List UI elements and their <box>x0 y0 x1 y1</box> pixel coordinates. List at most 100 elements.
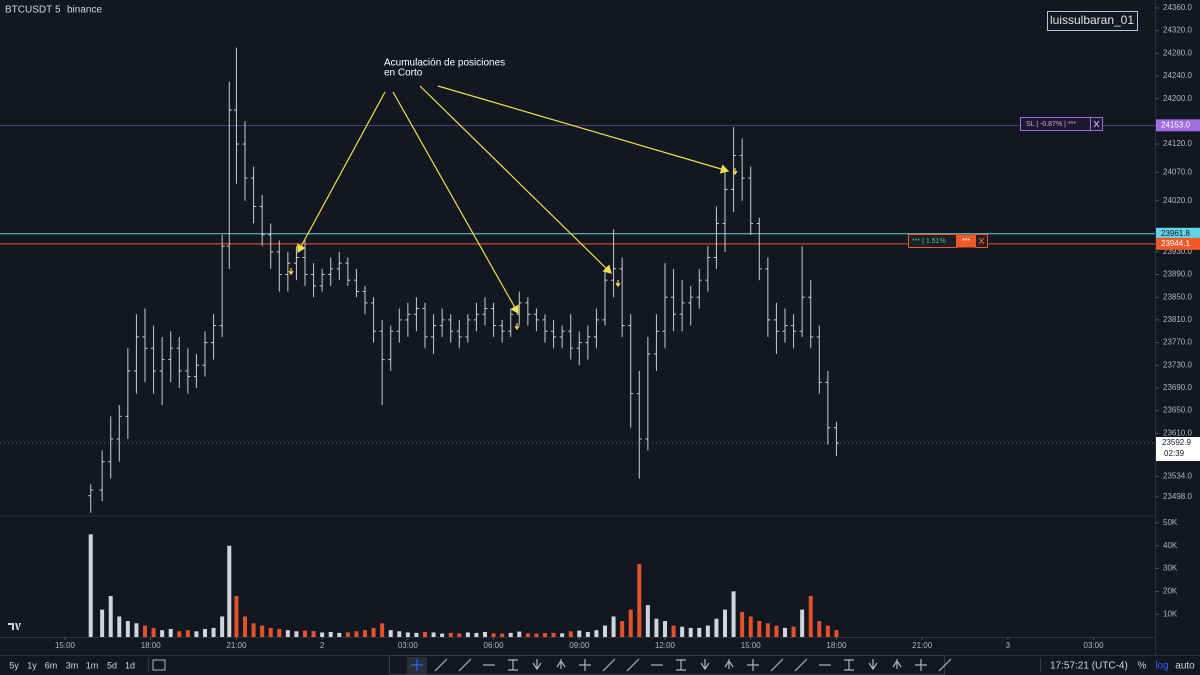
volume-bar <box>143 625 147 637</box>
tp-qty-box[interactable] <box>956 234 976 248</box>
volume-bar <box>783 627 787 637</box>
price-line-label-box <box>1156 237 1200 250</box>
volume-bar <box>303 630 307 637</box>
drawing-tool[interactable] <box>458 658 472 672</box>
tool-icon <box>892 659 902 669</box>
volume-bar <box>151 627 156 637</box>
y-tick-label: 23498.0 <box>1163 492 1192 501</box>
volume-bar <box>354 631 359 637</box>
volume-bar <box>388 630 393 637</box>
scale-button[interactable]: auto <box>1175 661 1195 672</box>
volume-bar <box>525 633 530 637</box>
sl-order[interactable]: SL | -0.87% | *** <box>1020 117 1103 131</box>
tool-icon <box>868 659 878 671</box>
drawing-tool[interactable] <box>508 659 518 671</box>
tool-icon <box>676 659 686 671</box>
drawing-tool[interactable] <box>794 658 808 672</box>
drawing-tool[interactable] <box>938 658 952 672</box>
drawing-tool[interactable] <box>724 659 734 669</box>
drawing-tool[interactable] <box>602 658 616 672</box>
y-tick-label: 23850.0 <box>1163 292 1192 301</box>
volume-bar <box>194 631 199 637</box>
volume-bar <box>568 631 573 637</box>
range-button[interactable]: 6m <box>45 660 58 670</box>
x-tick-label: 03:00 <box>398 641 419 650</box>
volume-bar <box>637 563 642 637</box>
volume-bar <box>834 630 839 637</box>
volume-bar <box>294 631 299 637</box>
y-tick-label: 23930.0 <box>1163 247 1192 256</box>
volume-bar <box>808 595 813 637</box>
range-button[interactable]: 5d <box>107 660 117 670</box>
x-tick-label: 21:00 <box>226 641 247 650</box>
watermark-box <box>1047 11 1138 31</box>
volume-bar <box>611 616 616 637</box>
volume-bar <box>397 631 402 637</box>
drawing-tool[interactable] <box>868 659 878 671</box>
volume-bar <box>825 625 830 637</box>
volume-bar <box>457 633 462 637</box>
volume-bar <box>227 545 232 637</box>
tp-order[interactable]: *** | 1.51% *** <box>908 234 988 248</box>
drawing-tool[interactable] <box>411 659 423 671</box>
volume-bar <box>125 621 130 637</box>
volume-bar <box>500 633 505 637</box>
tool-icon <box>794 658 808 672</box>
volume-bar <box>211 627 216 637</box>
y-tick-label: 24120.0 <box>1163 139 1192 148</box>
volume-bar <box>663 621 667 637</box>
volume-bar <box>380 623 385 637</box>
x-tick-label: 15:00 <box>55 641 76 650</box>
volume-bar <box>243 616 247 637</box>
price-line-label-box <box>1156 227 1200 240</box>
volume-bar <box>328 631 333 637</box>
y-tick-label: 23810.0 <box>1163 315 1192 324</box>
scale-button[interactable]: % <box>1138 661 1147 672</box>
volume-bar <box>448 632 453 637</box>
y-tick-label: 23770.0 <box>1163 338 1192 347</box>
drawing-tool[interactable] <box>892 659 902 669</box>
tool-icon <box>915 659 927 671</box>
x-tick-label: 06:00 <box>484 641 505 650</box>
volume-bar <box>800 609 805 637</box>
drawing-tool[interactable] <box>676 659 686 671</box>
volume-tick-label: 40K <box>1163 541 1178 550</box>
last-price-box <box>1156 437 1200 462</box>
volume-bar <box>654 618 659 637</box>
volume-tick-label: 10K <box>1163 609 1178 618</box>
volume-bar <box>714 618 719 637</box>
range-button[interactable]: 1d <box>125 660 135 670</box>
range-button[interactable]: 3m <box>66 660 79 670</box>
y-tick-label: 24320.0 <box>1163 26 1192 35</box>
tool-icon <box>844 659 854 671</box>
drawing-tool[interactable] <box>556 659 566 669</box>
drawing-tool[interactable] <box>770 658 784 672</box>
drawing-tool[interactable] <box>434 658 448 672</box>
x-tick-label: 12:00 <box>655 641 676 650</box>
range-button[interactable]: 1m <box>86 660 99 670</box>
volume-bar <box>363 630 367 637</box>
drawing-tool[interactable] <box>700 659 710 671</box>
drawing-tool[interactable] <box>915 659 927 671</box>
countdown-label: 02:39 <box>1164 449 1185 458</box>
scale-button[interactable]: log <box>1155 661 1168 672</box>
volume-bar <box>100 609 105 637</box>
x-tick-label: 09:00 <box>569 641 590 650</box>
range-button[interactable]: 1y <box>27 660 37 670</box>
drawing-tool[interactable] <box>747 659 759 671</box>
drawing-tool[interactable] <box>844 659 854 671</box>
drawing-tool[interactable] <box>579 659 591 671</box>
last-price-label: 23592.9 <box>1162 438 1191 447</box>
x-tick-label: 18:00 <box>141 641 162 650</box>
tool-icon <box>724 659 734 669</box>
drawing-tool[interactable] <box>626 658 640 672</box>
compare-button[interactable] <box>152 659 166 671</box>
volume-bar <box>740 611 745 637</box>
range-button[interactable]: 5y <box>9 660 19 670</box>
y-tick-label: 24200.0 <box>1163 94 1192 103</box>
volume-bar <box>705 625 710 637</box>
volume-bar <box>594 630 599 637</box>
drawing-tool[interactable] <box>532 659 542 671</box>
exchange: binance <box>67 5 102 16</box>
